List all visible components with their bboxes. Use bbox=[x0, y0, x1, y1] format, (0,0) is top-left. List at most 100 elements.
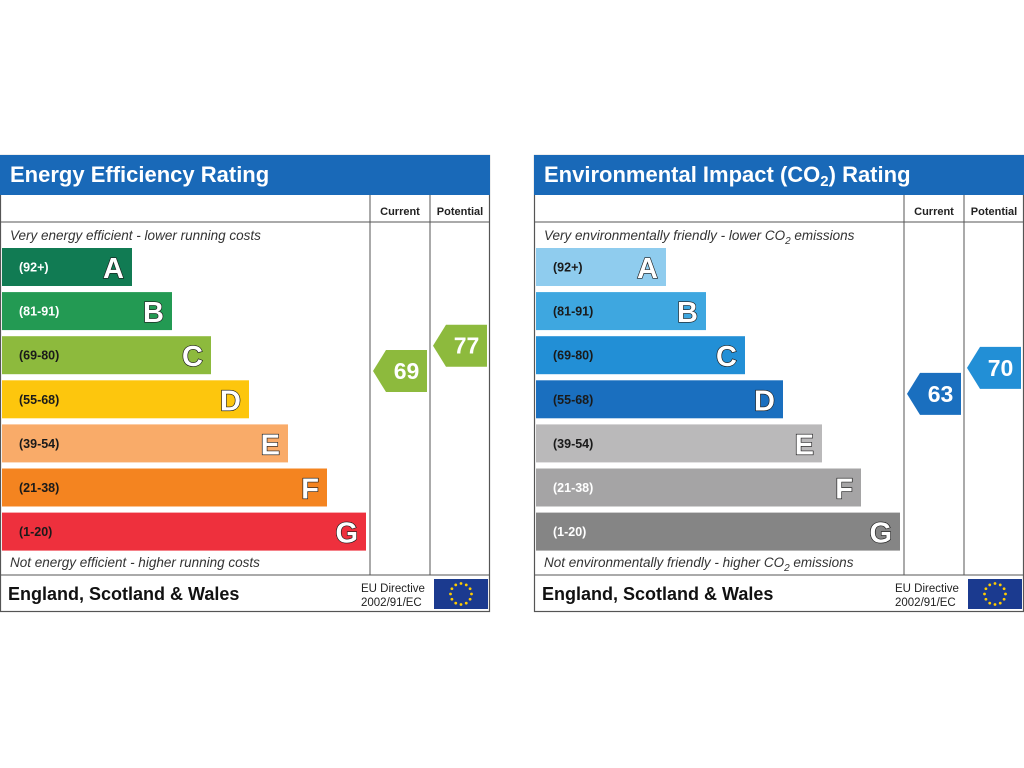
top-note: Very environmentally friendly - lower CO… bbox=[544, 228, 855, 247]
eu-flag-star bbox=[470, 592, 473, 596]
band-letter: F bbox=[301, 474, 319, 506]
eu-flag-star bbox=[468, 587, 472, 591]
top-note: Very energy efficient - lower running co… bbox=[10, 228, 261, 243]
eu-flag-star bbox=[459, 582, 463, 585]
band-range-label: (1-20) bbox=[19, 525, 52, 539]
band-letter: B bbox=[677, 297, 698, 329]
region-label: England, Scotland & Wales bbox=[542, 584, 773, 604]
band-bar bbox=[2, 468, 327, 507]
band-bar bbox=[536, 424, 822, 463]
eu-directive-number: 2002/91/EC bbox=[895, 597, 956, 609]
band-g: (1-20) G bbox=[536, 512, 900, 551]
eu-flag-icon bbox=[434, 579, 488, 609]
band-f: (21-38) F bbox=[536, 468, 861, 507]
band-range-label: (55-68) bbox=[553, 393, 593, 407]
potential-column-header: Potential bbox=[437, 206, 483, 218]
band-range-label: (1-20) bbox=[553, 525, 586, 539]
eu-flag-star bbox=[984, 587, 988, 591]
band-range-label: (81-91) bbox=[553, 305, 593, 319]
band-bar bbox=[536, 248, 666, 286]
band-range-label: (92+) bbox=[553, 261, 583, 275]
band-bar bbox=[2, 248, 132, 286]
bottom-note: Not environmentally friendly - higher CO… bbox=[544, 555, 854, 574]
eu-directive-label: EU Directive bbox=[895, 583, 959, 595]
eu-flag-star bbox=[984, 597, 988, 601]
eu-flag-star bbox=[993, 582, 997, 585]
band-letter: D bbox=[220, 385, 241, 417]
eu-flag-star bbox=[464, 601, 468, 605]
current-rating-arrow: 69 bbox=[373, 350, 427, 393]
band-letter: E bbox=[795, 429, 814, 461]
potential-rating-arrow: 70 bbox=[967, 346, 1021, 389]
current-column-header: Current bbox=[380, 206, 420, 218]
eu-directive-number: 2002/91/EC bbox=[361, 597, 422, 609]
eu-flag-star bbox=[988, 583, 992, 587]
band-c: (69-80) C bbox=[2, 336, 211, 375]
current-column-header: Current bbox=[914, 206, 954, 218]
band-bar bbox=[536, 468, 861, 507]
band-letter: C bbox=[182, 341, 203, 373]
band-letter: C bbox=[716, 341, 737, 373]
band-c: (69-80) C bbox=[536, 336, 745, 375]
score-arrow-shape bbox=[907, 372, 961, 415]
band-range-label: (69-80) bbox=[19, 349, 59, 363]
potential-rating-arrow: 77 bbox=[433, 324, 487, 367]
band-bar bbox=[2, 512, 366, 551]
score-value: 69 bbox=[394, 358, 420, 384]
eu-flag-star bbox=[988, 601, 992, 605]
band-f: (21-38) F bbox=[2, 468, 327, 507]
band-bar bbox=[536, 336, 745, 375]
band-g: (1-20) G bbox=[2, 512, 366, 551]
band-letter: G bbox=[335, 518, 358, 550]
band-bar bbox=[536, 292, 706, 331]
score-arrow-shape bbox=[967, 346, 1021, 389]
band-d: (55-68) D bbox=[536, 380, 783, 419]
band-range-label: (92+) bbox=[19, 261, 49, 275]
band-b: (81-91) B bbox=[2, 292, 172, 331]
eu-directive-label: EU Directive bbox=[361, 583, 425, 595]
band-bar bbox=[2, 292, 172, 331]
eu-flag-star bbox=[454, 601, 458, 605]
chart-title: Energy Efficiency Rating bbox=[10, 162, 269, 187]
band-letter: B bbox=[143, 297, 164, 329]
band-range-label: (69-80) bbox=[553, 349, 593, 363]
score-value: 77 bbox=[454, 333, 480, 359]
bottom-note: Not energy efficient - higher running co… bbox=[10, 555, 260, 570]
eu-flag-star bbox=[450, 587, 454, 591]
score-arrow-shape bbox=[373, 350, 427, 393]
band-bar bbox=[2, 424, 288, 463]
potential-column-header: Potential bbox=[971, 206, 1017, 218]
band-letter: A bbox=[637, 253, 658, 285]
score-arrow-shape bbox=[433, 324, 487, 367]
band-bar bbox=[2, 336, 211, 375]
band-range-label: (81-91) bbox=[19, 305, 59, 319]
eu-flag-star bbox=[459, 603, 463, 606]
band-bar bbox=[536, 512, 900, 551]
band-range-label: (39-54) bbox=[19, 437, 59, 451]
chart-title: Environmental Impact (CO2) Rating bbox=[544, 162, 911, 190]
band-range-label: (55-68) bbox=[19, 393, 59, 407]
environmental-impact-chart: Environmental Impact (CO2) Rating Current… bbox=[533, 154, 1024, 613]
band-letter: F bbox=[835, 474, 853, 506]
band-range-label: (39-54) bbox=[553, 437, 593, 451]
band-letter: E bbox=[261, 429, 280, 461]
energy-efficiency-chart: Energy Efficiency Rating Current Potential… bbox=[0, 154, 491, 613]
eu-flag-star bbox=[998, 601, 1002, 605]
eu-flag-star bbox=[449, 592, 452, 596]
band-b: (81-91) B bbox=[536, 292, 706, 331]
eu-flag-star bbox=[1004, 592, 1007, 596]
eu-flag-star bbox=[1002, 597, 1006, 601]
eu-flag-star bbox=[993, 603, 997, 606]
band-letter: D bbox=[754, 385, 775, 417]
region-label: England, Scotland & Wales bbox=[8, 584, 239, 604]
title-bar bbox=[534, 155, 1024, 195]
band-range-label: (21-38) bbox=[19, 481, 59, 495]
score-value: 70 bbox=[988, 355, 1014, 381]
current-rating-arrow: 63 bbox=[907, 372, 961, 415]
band-bar bbox=[2, 380, 249, 419]
band-a: (92+) A bbox=[2, 248, 132, 286]
eu-flag-star bbox=[998, 583, 1002, 587]
band-letter: A bbox=[103, 253, 124, 285]
eu-flag-icon bbox=[968, 579, 1022, 609]
